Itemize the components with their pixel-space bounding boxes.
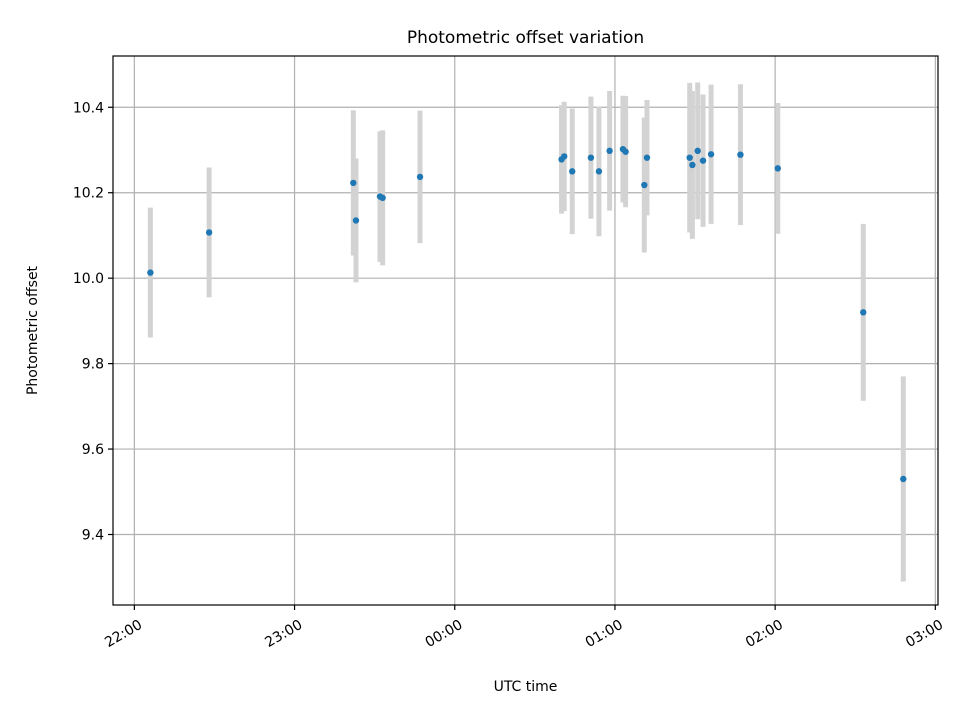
data-point <box>350 179 357 187</box>
data-points <box>147 145 907 483</box>
data-point <box>900 475 907 483</box>
data-point <box>737 151 744 158</box>
x-tick-label: 03:00 <box>903 617 946 651</box>
x-tick-label: 00:00 <box>423 617 466 651</box>
data-point <box>595 168 603 175</box>
data-point <box>643 154 651 161</box>
grid-lines <box>113 56 938 605</box>
x-axis-label: UTC time <box>494 679 558 695</box>
data-point <box>689 161 696 169</box>
data-point <box>587 154 595 161</box>
data-point <box>352 217 360 224</box>
data-point <box>641 181 648 189</box>
data-point <box>774 165 782 172</box>
error-bars <box>147 82 906 582</box>
y-tick-label: 10.0 <box>73 271 104 287</box>
data-point <box>416 173 424 181</box>
y-tick-label: 9.6 <box>82 442 104 458</box>
data-point <box>561 153 568 160</box>
data-point <box>694 147 701 155</box>
data-point <box>699 157 707 164</box>
data-point <box>147 269 154 276</box>
y-tick-label: 9.8 <box>82 357 104 373</box>
data-point <box>205 229 213 236</box>
chart-title: Photometric offset variation <box>407 28 644 48</box>
data-point <box>707 151 715 158</box>
data-point <box>860 309 867 316</box>
y-tick-label: 10.4 <box>73 100 104 116</box>
x-tick-label: 22:00 <box>102 617 145 651</box>
y-axis-label: Photometric offset <box>25 265 41 395</box>
data-point <box>379 194 386 202</box>
y-tick-label: 9.4 <box>82 528 104 544</box>
data-point <box>569 168 576 175</box>
x-tick-label: 23:00 <box>262 617 305 651</box>
data-point <box>686 154 693 161</box>
x-tick-label: 02:00 <box>743 617 786 651</box>
data-point <box>606 147 613 155</box>
plot-frame <box>112 55 939 606</box>
x-tick-label: 01:00 <box>583 617 626 651</box>
data-point <box>622 148 629 155</box>
axis-ticks: 22:00 23:00 00:00 01:00 02:00 03:00 9.4 9.6 9.8 1… <box>73 100 946 651</box>
y-tick-label: 10.2 <box>73 186 104 202</box>
